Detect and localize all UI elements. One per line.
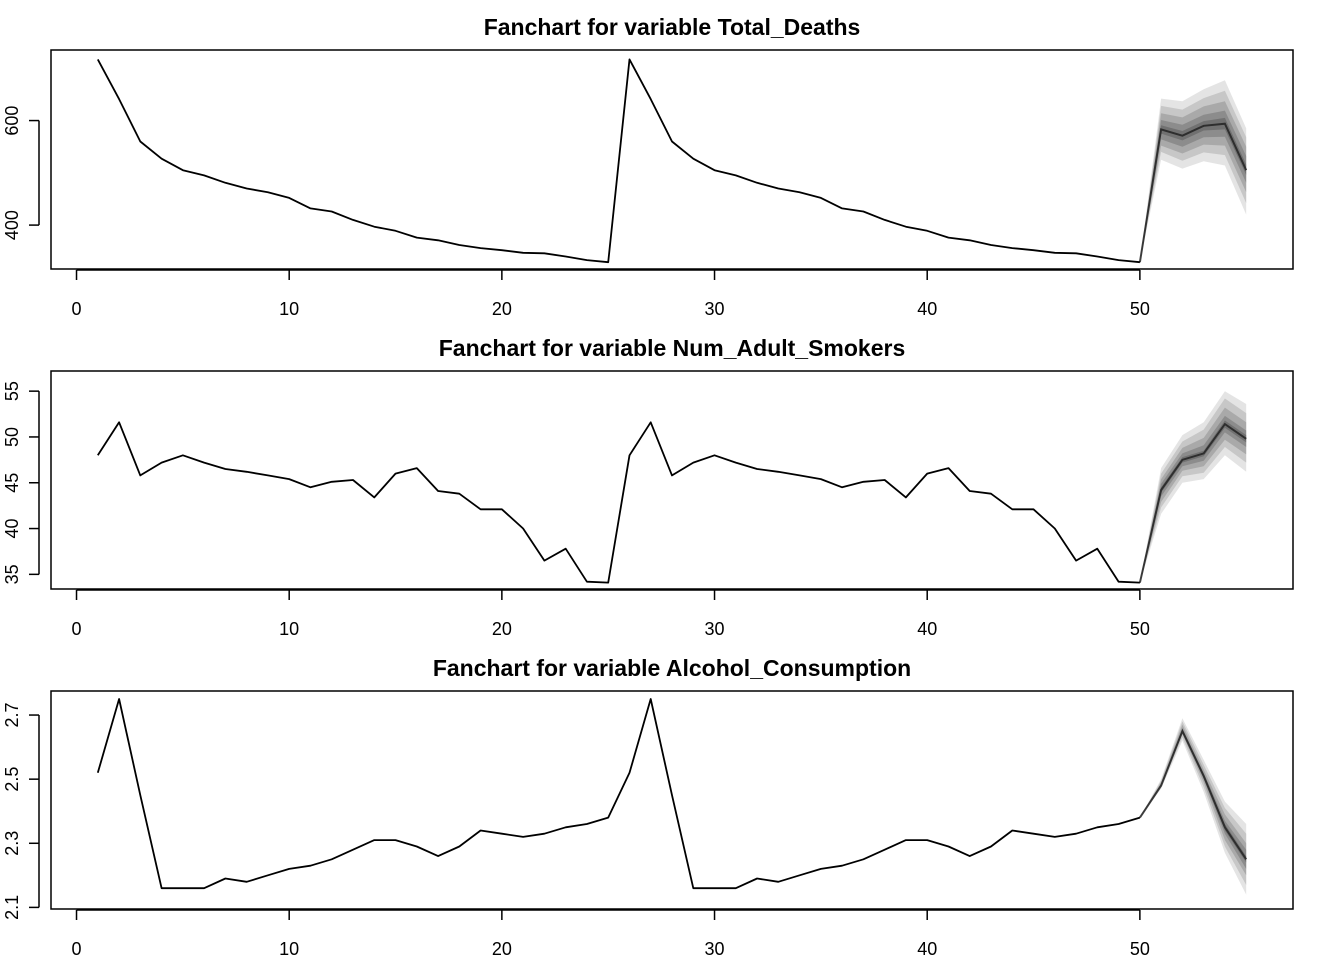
series-line [97, 421, 1140, 584]
x-tick-label: 20 [492, 299, 512, 319]
y-tick-label: 35 [2, 564, 22, 584]
x-tick-label: 0 [72, 939, 82, 959]
x-tick-label: 50 [1130, 619, 1150, 639]
x-tick-label: 40 [917, 299, 937, 319]
x-tick-label: 40 [917, 939, 937, 959]
y-tick-label: 2.1 [2, 895, 22, 920]
y-tick-label: 45 [2, 473, 22, 493]
x-tick-label: 50 [1130, 939, 1150, 959]
x-tick-label: 30 [705, 939, 725, 959]
x-tick-label: 30 [705, 299, 725, 319]
x-tick-label: 0 [72, 299, 82, 319]
chart-panel-3: Fanchart for variable Alcohol_Consumptio… [2, 655, 1294, 959]
x-tick-label: 10 [279, 299, 299, 319]
forecast-band-2 [1139, 398, 1247, 583]
y-tick-label: 40 [2, 519, 22, 539]
forecast-median-line [1139, 728, 1248, 860]
y-tick-label: 50 [2, 427, 22, 447]
chart-title: Fanchart for variable Total_Deaths [484, 14, 861, 40]
y-tick-label: 2.3 [2, 831, 22, 856]
plot-frame [50, 49, 1294, 270]
x-tick-label: 20 [492, 619, 512, 639]
x-tick-label: 10 [279, 939, 299, 959]
y-tick-label: 600 [2, 106, 22, 136]
x-tick-label: 40 [917, 619, 937, 639]
forecast-band-4 [1139, 110, 1247, 263]
chart-title: Fanchart for variable Num_Adult_Smokers [439, 335, 906, 361]
chart-title: Fanchart for variable Alcohol_Consumptio… [433, 655, 911, 681]
chart-panel-1: Fanchart for variable Total_Deaths 0 10 20 3… [2, 14, 1294, 319]
forecast-band-1 [1139, 391, 1247, 583]
plot-frame [50, 690, 1294, 910]
series-line [97, 58, 1140, 264]
plot-frame [50, 370, 1294, 590]
x-tick-label: 20 [492, 939, 512, 959]
y-tick-label: 2.5 [2, 767, 22, 792]
forecast-median-line [1138, 422, 1247, 583]
y-tick-label: 2.7 [2, 703, 22, 728]
x-tick-label: 0 [72, 619, 82, 639]
x-tick-label: 10 [279, 619, 299, 639]
y-tick-label: 400 [2, 210, 22, 240]
forecast-median-line [1138, 122, 1248, 263]
forecast-band-3 [1139, 101, 1247, 263]
x-tick-label: 30 [705, 619, 725, 639]
y-tick-label: 55 [2, 381, 22, 401]
x-tick-label: 50 [1130, 299, 1150, 319]
series-line [96, 698, 1141, 890]
forecast-band-3 [1139, 407, 1247, 583]
chart-panel-2: Fanchart for variable Num_Adult_Smokers 0… [2, 335, 1294, 639]
